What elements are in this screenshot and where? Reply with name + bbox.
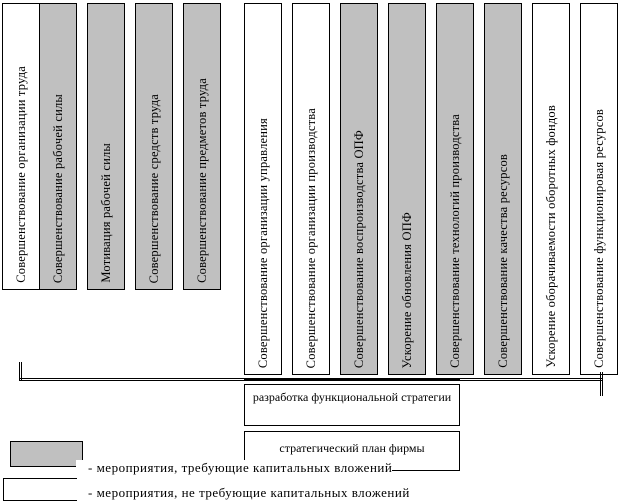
measure-label: Совершенствование организации труда [13, 66, 28, 283]
measure-label: Совершенствование воспроизводства ОПФ [351, 129, 366, 368]
legend-capital-label: - мероприятия, требующие капитальных вло… [76, 460, 393, 476]
measure-label: Совершенствование качества ресурсов [495, 154, 510, 368]
measure-box: Совершенствование средств труда [135, 3, 173, 290]
measure-label: Совершенствование рабочей силы [50, 93, 65, 283]
measure-box: Ускорение оборачиваемости оборотных фонд… [532, 3, 570, 375]
measure-label: Совершенствование предметов труда [194, 78, 209, 283]
measure-label: Совершенствование организации управления [255, 117, 270, 368]
measure-label: Совершенствование технологий производств… [447, 114, 462, 368]
measure-box: Совершенствование воспроизводства ОПФ [340, 3, 378, 375]
measure-box: Совершенствование функционировая ресурсо… [580, 3, 618, 375]
strategy-label: разработка функциональной стратегии [252, 390, 452, 404]
measure-label: Совершенствование организации производст… [303, 107, 318, 368]
legend-capital-swatch [10, 441, 83, 467]
measure-box: Совершенствование организации производст… [292, 3, 330, 375]
measure-box: Ускорение обновления ОПФ [388, 3, 426, 375]
right-tick [600, 372, 603, 396]
measure-box: Совершенствование организации управления [244, 3, 282, 375]
measure-label: Ускорение обновления ОПФ [399, 211, 414, 369]
measure-box: Совершенствование рабочей силы [39, 3, 77, 290]
measure-label: Ускорение оборачиваемости оборотных фонд… [543, 105, 558, 368]
connector-thick [244, 378, 460, 381]
strategy-box: разработка функциональной стратегии [244, 384, 460, 426]
measure-box: Совершенствование качества ресурсов [484, 3, 522, 375]
plan-label: стратегический план фирмы [279, 441, 425, 455]
measure-box: Мотивация рабочей силы [87, 3, 125, 290]
measure-label: Совершенствование средств труда [146, 93, 161, 283]
measure-box: Совершенствование предметов труда [183, 3, 221, 290]
left-tick [19, 362, 22, 380]
measure-label: Совершенствование функционировая ресурсо… [591, 109, 606, 368]
legend-no-capital-swatch [3, 478, 77, 501]
measure-box: Совершенствование технологий производств… [436, 3, 474, 375]
measure-label: Мотивация рабочей силы [98, 143, 113, 283]
measure-box: Совершенствование организации труда [2, 3, 40, 290]
legend-no-capital-label: - мероприятия, не требующие капитальных … [88, 485, 410, 501]
